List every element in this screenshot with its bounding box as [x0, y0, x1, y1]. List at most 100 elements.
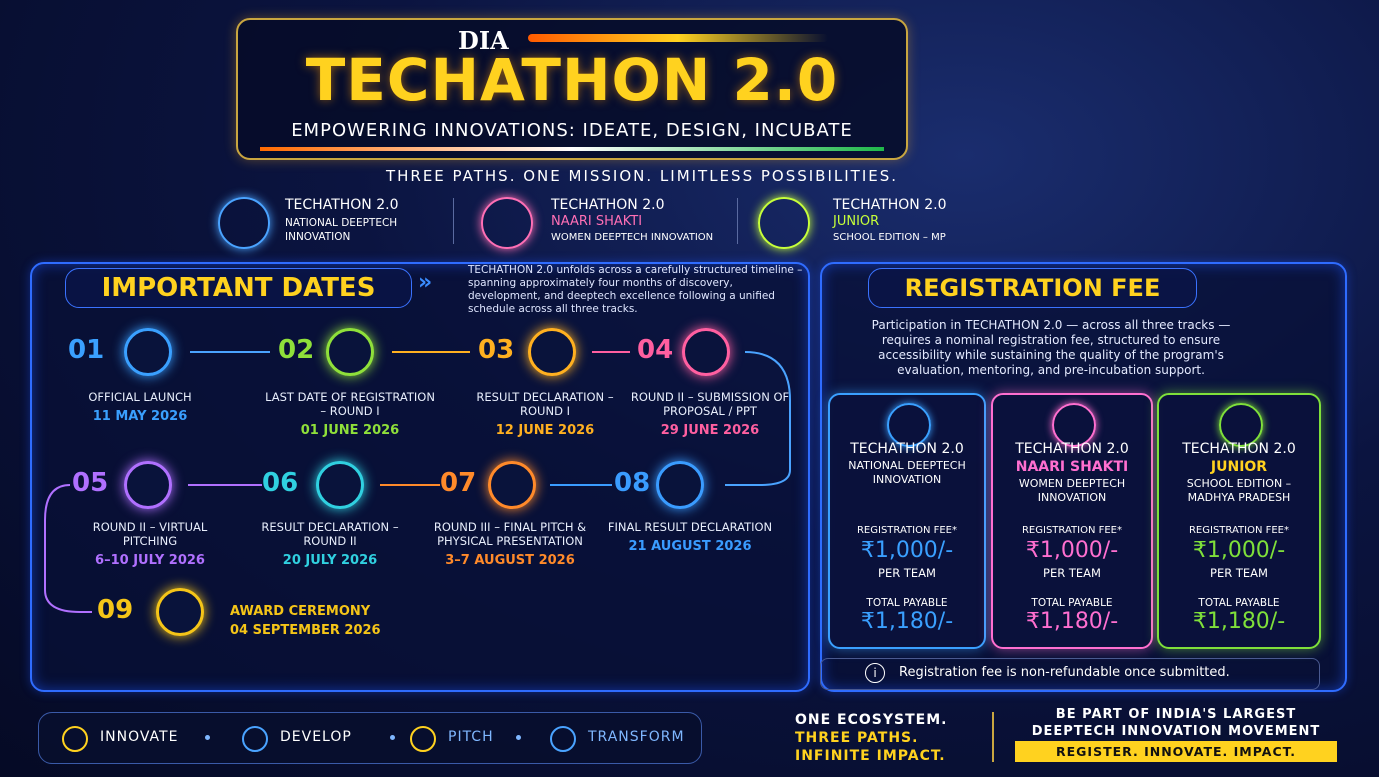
pillar-dot — [516, 735, 521, 740]
fee-title: REGISTRATION FEE — [904, 274, 1161, 302]
date-label: AWARD CEREMONY — [230, 604, 371, 619]
date-icon — [156, 588, 204, 636]
date-item: ROUND II – SUBMISSION OF PROPOSAL / PPT 2… — [625, 390, 795, 438]
date-label: OFFICIAL LAUNCH — [88, 390, 192, 404]
ecosystem-line: ONE ECOSYSTEM. — [795, 712, 948, 728]
dates-title: IMPORTANT DATES — [101, 273, 376, 303]
date-number: 01 — [68, 335, 105, 365]
dates-title-box: IMPORTANT DATES — [65, 268, 412, 308]
ecosystem: ONE ECOSYSTEM. THREE PATHS. INFINITE IMPAC… — [795, 711, 947, 765]
date-number: 08 — [614, 468, 651, 498]
date-item: RESULT DECLARATION – ROUND II 20 JULY 202… — [245, 520, 415, 568]
cta-line: DEEPTECH INNOVATION MOVEMENT — [1031, 724, 1321, 739]
fee-label: REGISTRATION FEE* — [856, 525, 957, 536]
fee-per: PER TEAM — [1043, 566, 1101, 580]
card-sub: SCHOOL EDITION – MADHYA PRADESH — [1186, 477, 1292, 504]
date-value: 6–10 JULY 2026 — [95, 553, 205, 568]
ecosystem-line: INFINITE IMPACT. — [795, 748, 946, 764]
date-label: ROUND II – VIRTUAL PITCHING — [92, 520, 208, 548]
divider — [453, 198, 454, 244]
title: TECHATHON 2.0 — [305, 46, 839, 114]
cta-button[interactable]: REGISTER. INNOVATE. IMPACT. — [1015, 741, 1337, 762]
pillar: TRANSFORM — [588, 729, 685, 745]
total-amount: ₹1,180/- — [1192, 609, 1286, 634]
date-number: 02 — [278, 335, 315, 365]
track-highlight: JUNIOR — [833, 214, 880, 229]
date-label: ROUND III – FINAL PITCH & PHYSICAL PRESE… — [433, 520, 587, 548]
pillar: DEVELOP — [280, 729, 352, 745]
card-sub: WOMEN DEEPTECH INNOVATION — [1018, 477, 1126, 504]
dates-intro: TECHATHON 2.0 unfolds across a carefully… — [468, 264, 803, 315]
fee-card: TECHATHON 2.0 JUNIOR SCHOOL EDITION – MADH… — [1157, 393, 1321, 649]
pillar-icon — [62, 726, 88, 752]
date-number: 06 — [262, 468, 299, 498]
card-highlight: JUNIOR — [1210, 459, 1268, 475]
date-icon — [682, 328, 730, 376]
card-icon — [1052, 403, 1096, 447]
pillar: INNOVATE — [100, 729, 179, 745]
brand: DIA — [458, 26, 509, 55]
track-sub: SCHOOL EDITION – MP — [833, 232, 946, 243]
fee-card: TECHATHON 2.0 NAARI SHAKTI WOMEN DEEPTECH … — [991, 393, 1153, 649]
date-item: FINAL RESULT DECLARATION 21 AUGUST 2026 — [605, 520, 775, 554]
fee-per: PER TEAM — [1210, 566, 1268, 580]
date-item: ROUND III – FINAL PITCH & PHYSICAL PRESE… — [425, 520, 595, 568]
fee-amount: ₹1,000/- — [860, 538, 954, 563]
flame-streak — [528, 34, 828, 42]
tricolor-line — [260, 147, 884, 151]
date-icon — [488, 461, 536, 509]
date-item: RESULT DECLARATION – ROUND I 12 JUNE 2026 — [460, 390, 630, 438]
date-value: 21 AUGUST 2026 — [628, 539, 752, 554]
card-name: TECHATHON 2.0 — [850, 441, 964, 457]
track-icon — [481, 197, 533, 249]
date-icon — [326, 328, 374, 376]
fee-amount: ₹1,000/- — [1025, 538, 1119, 563]
pillar-dot — [390, 735, 395, 740]
date-label: FINAL RESULT DECLARATION — [607, 520, 773, 534]
track-name: TECHATHON 2.0 — [833, 197, 947, 213]
track-name: TECHATHON 2.0 — [285, 197, 399, 213]
fee-intro: Participation in TECHATHON 2.0 — across … — [871, 318, 1231, 377]
total-label: TOTAL PAYABLE — [866, 597, 948, 609]
tagline: EMPOWERING INNOVATIONS: IDEATE, DESIGN, … — [291, 120, 853, 141]
track-icon — [218, 197, 270, 249]
card-name: TECHATHON 2.0 — [1182, 441, 1296, 457]
track-sub: NATIONAL DEEPTECH INNOVATION — [285, 217, 398, 243]
date-icon — [656, 461, 704, 509]
date-number: 09 — [97, 595, 134, 625]
total-amount: ₹1,180/- — [1025, 609, 1119, 634]
card-name: TECHATHON 2.0 — [1015, 441, 1129, 457]
date-item: OFFICIAL LAUNCH 11 MAY 2026 — [55, 390, 225, 424]
date-value: 12 JUNE 2026 — [495, 423, 595, 438]
fee-label: REGISTRATION FEE* — [1188, 525, 1289, 536]
card-icon — [1219, 403, 1263, 447]
header-box: DIA TECHATHON 2.0 EMPOWERING INNOVATIONS… — [236, 18, 908, 160]
date-number: 07 — [440, 468, 477, 498]
cta-line: BE PART OF INDIA'S LARGEST — [1055, 707, 1297, 722]
total-label: TOTAL PAYABLE — [1198, 597, 1280, 609]
cta-text: BE PART OF INDIA'S LARGEST DEEPTECH INNO… — [1015, 706, 1337, 740]
pillars-box — [38, 712, 702, 764]
pillar: PITCH — [448, 729, 494, 745]
divider — [737, 198, 738, 244]
total-amount: ₹1,180/- — [860, 609, 954, 634]
date-value: 04 SEPTEMBER 2026 — [230, 623, 381, 638]
date-value: 11 MAY 2026 — [92, 409, 188, 424]
pillar-icon — [410, 726, 436, 752]
track-sub: WOMEN DEEPTECH INNOVATION — [551, 232, 714, 243]
connector — [44, 351, 791, 613]
card-sub: NATIONAL DEEPTECH INNOVATION — [848, 459, 966, 486]
fee-card: TECHATHON 2.0 NATIONAL DEEPTECH INNOVATIO… — [828, 393, 986, 649]
fee-label: REGISTRATION FEE* — [1021, 525, 1122, 536]
track-name: TECHATHON 2.0 — [551, 197, 665, 213]
ecosystem-line: THREE PATHS. — [795, 730, 919, 746]
date-number: 05 — [72, 468, 109, 498]
chevrons: » — [418, 270, 433, 295]
date-icon — [124, 328, 172, 376]
track-icon — [758, 197, 810, 249]
date-value: 3–7 AUGUST 2026 — [445, 553, 575, 568]
timeline-connectors — [44, 351, 791, 613]
pillar-icon — [242, 726, 268, 752]
card-highlight: NAARI SHAKTI — [1015, 459, 1129, 475]
